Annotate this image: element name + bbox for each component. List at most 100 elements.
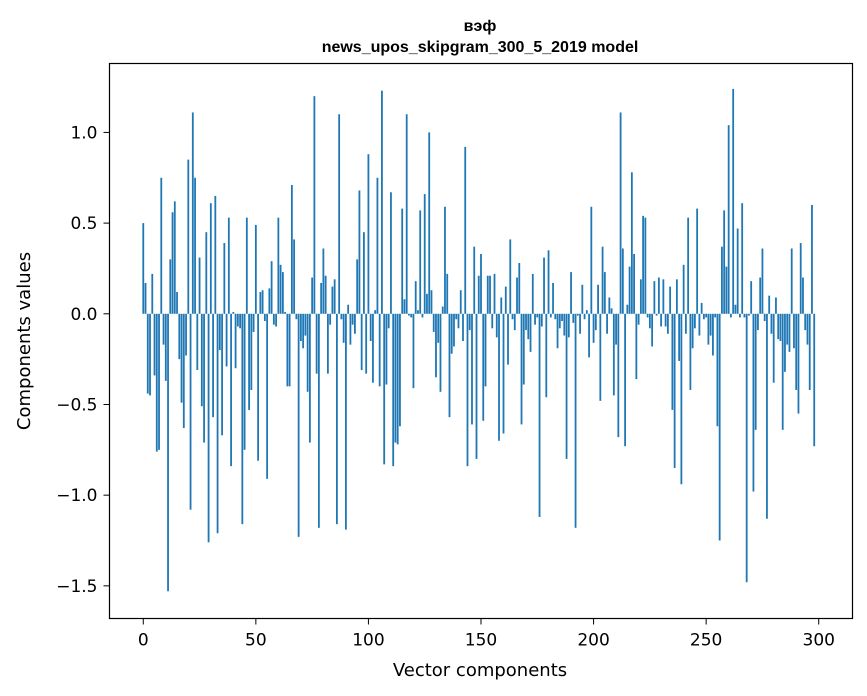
bar xyxy=(462,313,464,341)
bar xyxy=(275,313,278,327)
bar xyxy=(597,284,599,314)
y-tick-label: 0.0 xyxy=(70,305,97,325)
bar xyxy=(480,253,482,314)
bar xyxy=(759,277,762,314)
bar xyxy=(797,313,800,414)
bar xyxy=(721,246,723,314)
bar xyxy=(457,313,460,329)
bar xyxy=(813,313,816,447)
bar xyxy=(716,313,719,427)
bar xyxy=(345,313,347,530)
bar xyxy=(516,277,518,314)
bar xyxy=(254,224,257,314)
bar xyxy=(153,313,156,376)
bar xyxy=(320,282,323,314)
bar xyxy=(261,290,264,314)
bar xyxy=(288,313,291,387)
bar xyxy=(513,313,516,331)
y-tick-label: −1.0 xyxy=(56,486,97,506)
bar xyxy=(180,313,183,403)
bar xyxy=(639,279,642,314)
bar xyxy=(401,208,404,314)
bar xyxy=(466,313,469,467)
bar xyxy=(340,313,343,320)
bar xyxy=(646,313,649,318)
bar xyxy=(441,306,444,314)
bar xyxy=(666,313,669,334)
bar xyxy=(324,275,327,314)
bar xyxy=(732,88,735,314)
bar xyxy=(214,195,217,314)
bar xyxy=(511,313,514,320)
bar xyxy=(680,313,683,485)
bar xyxy=(360,313,363,371)
x-tick-label: 300 xyxy=(803,631,835,651)
bar xyxy=(297,313,300,537)
bar xyxy=(498,313,500,441)
bar xyxy=(757,313,759,331)
bar xyxy=(248,313,250,410)
x-tick-label: 0 xyxy=(138,631,149,651)
bar xyxy=(799,243,802,314)
chart-title-line1: вэф xyxy=(464,18,497,35)
bar xyxy=(423,194,426,314)
bar xyxy=(394,313,397,443)
bar xyxy=(576,313,579,316)
bar xyxy=(534,313,536,325)
bar xyxy=(308,313,311,443)
bar xyxy=(657,277,660,314)
bar xyxy=(239,313,241,329)
bar xyxy=(279,264,282,314)
bar xyxy=(414,281,417,314)
bar xyxy=(430,290,433,314)
bar xyxy=(477,275,480,314)
bar xyxy=(342,313,345,343)
bar xyxy=(263,313,266,322)
bar xyxy=(194,177,196,314)
bar xyxy=(603,272,606,314)
bar xyxy=(806,313,809,345)
bar xyxy=(718,313,721,541)
bar xyxy=(158,313,160,450)
bar xyxy=(317,313,320,528)
bar xyxy=(567,313,570,338)
bar xyxy=(619,112,622,314)
bar xyxy=(696,208,699,314)
bar xyxy=(802,277,804,314)
bar xyxy=(682,264,685,314)
bar xyxy=(354,313,356,334)
bar xyxy=(811,204,813,314)
y-tick-label: −0.5 xyxy=(56,395,97,415)
bar xyxy=(779,313,782,341)
bar xyxy=(626,304,629,314)
bar xyxy=(766,313,768,519)
bar xyxy=(536,313,539,318)
bar xyxy=(709,313,712,336)
bar xyxy=(549,313,552,318)
bar xyxy=(243,313,246,450)
bar xyxy=(795,313,798,390)
bar xyxy=(396,313,399,445)
bar xyxy=(185,313,187,356)
bar xyxy=(207,313,210,543)
bar xyxy=(482,313,485,421)
bar xyxy=(336,313,338,525)
bar xyxy=(221,313,223,436)
bar xyxy=(520,313,523,425)
bar xyxy=(581,284,584,314)
bar xyxy=(777,313,780,340)
y-tick-label: 1.0 xyxy=(70,123,97,143)
bar xyxy=(277,217,280,314)
bar xyxy=(455,313,458,320)
bar xyxy=(410,313,413,318)
bar xyxy=(189,313,192,510)
bar xyxy=(723,210,726,314)
bar xyxy=(804,313,807,331)
bar xyxy=(727,125,730,314)
bar xyxy=(304,313,307,336)
bar xyxy=(450,313,453,354)
bar xyxy=(331,286,334,314)
bar xyxy=(563,313,566,336)
bar xyxy=(164,313,167,381)
bar xyxy=(675,279,678,314)
